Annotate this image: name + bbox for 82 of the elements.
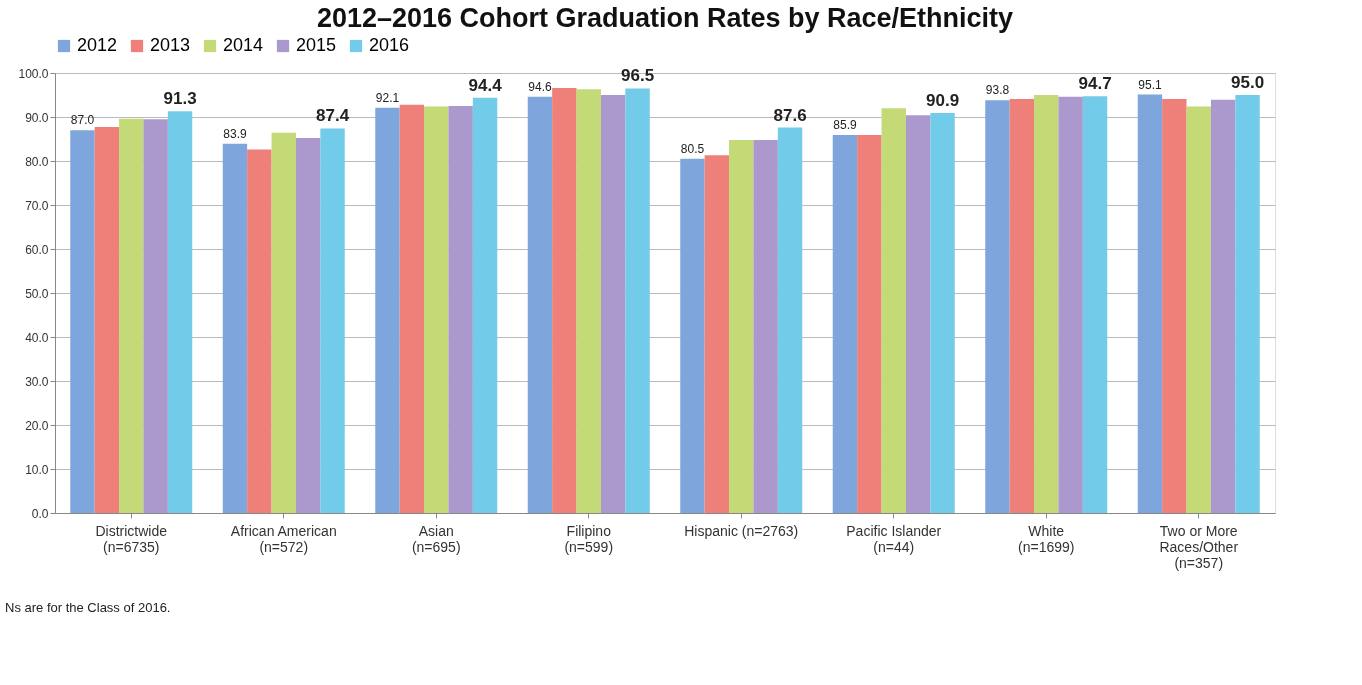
- y-tick-label: 60.0: [25, 242, 49, 257]
- bar: [271, 132, 296, 513]
- data-label: 96.5: [621, 66, 655, 86]
- bar: [625, 88, 650, 513]
- bar: [119, 118, 144, 513]
- x-tick-label: White (n=1699): [1018, 522, 1075, 555]
- bar: [832, 135, 858, 513]
- y-tick-label: 50.0: [25, 286, 49, 301]
- y-tick-label: 90.0: [25, 110, 49, 125]
- data-label: 94.6: [528, 79, 552, 94]
- legend-label: 2015: [296, 35, 337, 55]
- bar: [1162, 98, 1187, 513]
- data-label: 85.9: [833, 118, 857, 133]
- bar: [1210, 99, 1236, 513]
- bar: [1034, 95, 1059, 513]
- bar: [143, 119, 168, 513]
- x-tick-label: Hispanic (n=2763): [684, 522, 799, 539]
- bar: [881, 108, 906, 513]
- x-tick-label: Asian (n=695): [411, 522, 461, 555]
- bar: [680, 158, 705, 513]
- bar: [1235, 95, 1260, 513]
- data-label: 80.5: [680, 141, 705, 156]
- bar: [399, 104, 425, 513]
- bar: [320, 128, 345, 513]
- bar: [552, 87, 577, 513]
- data-label: 92.1: [375, 90, 400, 105]
- data-label: 83.9: [223, 126, 247, 141]
- bar: [424, 106, 449, 513]
- y-tick-label: 10.0: [25, 462, 49, 477]
- bar: [857, 135, 882, 513]
- data-label: 91.3: [163, 89, 197, 109]
- bar: [600, 95, 626, 513]
- y-tick-label: 0.0: [31, 506, 49, 521]
- bar: [167, 111, 193, 513]
- x-tick-label: Districtwide (n=6735): [95, 522, 168, 555]
- legend-label: 2012: [77, 35, 118, 55]
- x-tick-label: African American (n=572): [230, 522, 337, 555]
- y-tick-label: 20.0: [25, 418, 49, 433]
- bar: [527, 96, 553, 513]
- x-tick-label: Filipino (n=599): [564, 522, 614, 555]
- legend-label: 2014: [223, 35, 264, 55]
- x-tick-label: Two or More Races/Other (n=357): [1159, 522, 1239, 571]
- bar: [472, 97, 498, 513]
- bar: [295, 138, 321, 513]
- bar: [1058, 96, 1083, 513]
- legend-label: 2013: [150, 35, 191, 55]
- y-tick-label: 80.0: [25, 154, 49, 169]
- data-label: 87.4: [316, 106, 350, 126]
- bar: [1082, 96, 1108, 513]
- data-label: 87.6: [773, 105, 807, 125]
- y-tick-label: 100.0: [18, 66, 49, 81]
- bar: [94, 127, 120, 513]
- data-label: 94.7: [1078, 74, 1112, 94]
- data-label: 94.4: [468, 75, 503, 95]
- y-tick-label: 70.0: [25, 198, 49, 213]
- bar: [905, 115, 931, 513]
- data-label: 93.8: [985, 83, 1010, 98]
- bar: [576, 89, 601, 513]
- x-tick-label: Pacific Islander (n=44): [846, 522, 942, 555]
- bar: [729, 139, 754, 513]
- bar: [1137, 94, 1163, 513]
- bar: [70, 130, 95, 513]
- y-tick-label: 40.0: [25, 330, 49, 345]
- bar: [777, 127, 803, 513]
- bar: [753, 139, 778, 513]
- data-label: 90.9: [926, 91, 960, 111]
- bar: [1009, 98, 1035, 513]
- y-tick-label: 30.0: [25, 374, 49, 389]
- legend-label: 2016: [369, 35, 410, 55]
- bar: [930, 113, 955, 513]
- bar: [985, 100, 1010, 513]
- bar: [1186, 106, 1211, 513]
- text: Ns are for the Class of 2016.: [5, 600, 171, 615]
- bar: [247, 149, 272, 513]
- bar: [704, 155, 730, 513]
- bar: [375, 107, 400, 513]
- bar: [448, 106, 473, 513]
- data-label: 87.0: [70, 113, 95, 128]
- data-label: 95.1: [1138, 77, 1162, 92]
- data-label: 95.0: [1231, 73, 1265, 92]
- chart-title: 2012–2016 Cohort Graduation Rates by Race/Ethnicity: [316, 3, 1014, 33]
- bar: [222, 143, 248, 513]
